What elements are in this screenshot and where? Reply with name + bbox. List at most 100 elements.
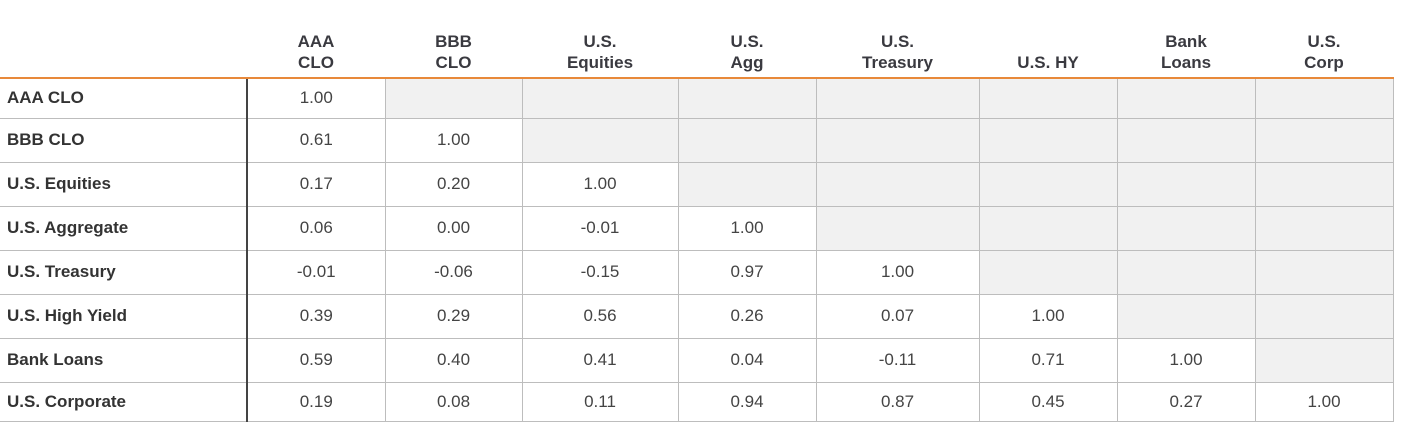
column-header-line: U.S. <box>583 32 617 51</box>
column-header: U.S. Equities <box>522 0 678 79</box>
empty-cell <box>815 161 980 207</box>
column-header-line: Loans <box>1160 53 1212 72</box>
empty-cell <box>978 249 1118 295</box>
column-header-line: U.S. <box>1307 32 1341 51</box>
column-header: AAA CLO <box>247 0 385 79</box>
column-header-line: Bank <box>1165 32 1207 51</box>
correlation-value: 0.08 <box>384 381 523 422</box>
table-row: U.S. Equities 0.17 0.20 1.00 <box>0 161 1394 207</box>
correlation-value: 1.00 <box>677 205 817 251</box>
correlation-value: 0.20 <box>384 161 523 207</box>
correlation-value: 1.00 <box>1116 337 1256 383</box>
empty-cell <box>1116 117 1256 163</box>
empty-cell <box>521 78 679 119</box>
correlation-value: 0.07 <box>815 293 980 339</box>
column-header: U.S. Corp <box>1255 0 1393 79</box>
column-header-line: CLO <box>298 53 334 72</box>
column-header-line: U.S. <box>730 32 764 51</box>
correlation-value: 1.00 <box>815 249 980 295</box>
correlation-value: 0.40 <box>384 337 523 383</box>
table-row: U.S. Aggregate 0.06 0.00 -0.01 1.00 <box>0 205 1394 251</box>
correlation-value: -0.01 <box>246 249 386 295</box>
empty-cell <box>815 78 980 119</box>
correlation-value: -0.06 <box>384 249 523 295</box>
row-label: U.S. Treasury <box>0 249 248 295</box>
correlation-value: 1.00 <box>246 78 386 119</box>
empty-cell <box>978 205 1118 251</box>
table-row: AAA CLO 1.00 <box>0 78 1394 119</box>
empty-cell <box>521 117 679 163</box>
correlation-value: 1.00 <box>1254 381 1394 422</box>
empty-cell <box>384 78 523 119</box>
column-header: Bank Loans <box>1117 0 1255 79</box>
corner-cell <box>0 0 247 79</box>
empty-cell <box>677 78 817 119</box>
table-row: U.S. High Yield 0.39 0.29 0.56 0.26 0.07 1.00 <box>0 293 1394 339</box>
correlation-value: 1.00 <box>521 161 679 207</box>
empty-cell <box>978 161 1118 207</box>
correlation-value: 0.94 <box>677 381 817 422</box>
correlation-value: 0.00 <box>384 205 523 251</box>
correlation-value: 0.26 <box>677 293 817 339</box>
empty-cell <box>815 117 980 163</box>
empty-cell <box>1116 205 1256 251</box>
empty-cell <box>978 78 1118 119</box>
correlation-value: 0.17 <box>246 161 386 207</box>
empty-cell <box>815 205 980 251</box>
correlation-value: 0.04 <box>677 337 817 383</box>
correlation-value: -0.01 <box>521 205 679 251</box>
correlation-value: 0.71 <box>978 337 1118 383</box>
empty-cell <box>1116 161 1256 207</box>
column-header-line: CLO <box>435 53 472 72</box>
table-row: Bank Loans 0.59 0.40 0.41 0.04 -0.11 0.71 1.00 <box>0 337 1394 383</box>
empty-cell <box>1116 249 1256 295</box>
table-row: U.S. Corporate 0.19 0.08 0.11 0.94 0.87 0.45 0.… <box>0 381 1394 422</box>
row-label: AAA CLO <box>0 78 248 119</box>
correlation-value: 1.00 <box>978 293 1118 339</box>
empty-cell <box>978 117 1118 163</box>
empty-cell <box>1254 78 1394 119</box>
row-label: U.S. Aggregate <box>0 205 248 251</box>
correlation-value: 0.59 <box>246 337 386 383</box>
correlation-value: 0.19 <box>246 381 386 422</box>
header-row: AAA CLO BBB CLO U.S. Equities U.S. Agg U.S. Treas… <box>0 0 1393 79</box>
correlation-value: 0.56 <box>521 293 679 339</box>
column-header-line: BBB <box>435 32 472 51</box>
table-row: U.S. Treasury -0.01 -0.06 -0.15 0.97 1.00 <box>0 249 1394 295</box>
correlation-value: 1.00 <box>384 117 523 163</box>
empty-cell <box>677 117 817 163</box>
column-header: U.S. Agg <box>678 0 816 79</box>
correlation-value: 0.27 <box>1116 381 1256 422</box>
empty-cell <box>1254 337 1394 383</box>
row-label: Bank Loans <box>0 337 248 383</box>
correlation-value: -0.15 <box>521 249 679 295</box>
empty-cell <box>1116 78 1256 119</box>
table-row: BBB CLO 0.61 1.00 <box>0 117 1394 163</box>
column-header-line: AAA <box>297 32 335 51</box>
correlation-value: 0.41 <box>521 337 679 383</box>
correlation-value: 0.39 <box>246 293 386 339</box>
correlation-value: 0.97 <box>677 249 817 295</box>
column-header-line: U.S. <box>880 32 915 51</box>
empty-cell <box>1254 117 1394 163</box>
correlation-value: 0.61 <box>246 117 386 163</box>
correlation-value: 0.06 <box>246 205 386 251</box>
correlation-value: -0.11 <box>815 337 980 383</box>
correlation-value: 0.45 <box>978 381 1118 422</box>
column-header-line: Treasury <box>862 53 933 72</box>
empty-cell <box>677 161 817 207</box>
correlation-value: 0.29 <box>384 293 523 339</box>
row-label: BBB CLO <box>0 117 248 163</box>
column-header-line: Equities <box>566 53 634 72</box>
empty-cell <box>1116 293 1256 339</box>
column-header-line: Agg <box>730 53 764 72</box>
column-header: U.S. HY <box>979 0 1117 79</box>
row-label: U.S. Equities <box>0 161 248 207</box>
empty-cell <box>1254 293 1394 339</box>
correlation-value: 0.11 <box>521 381 679 422</box>
column-header-line: Corp <box>1304 53 1344 72</box>
column-header: BBB CLO <box>385 0 522 79</box>
row-label: U.S. Corporate <box>0 381 248 422</box>
row-label: U.S. High Yield <box>0 293 248 339</box>
